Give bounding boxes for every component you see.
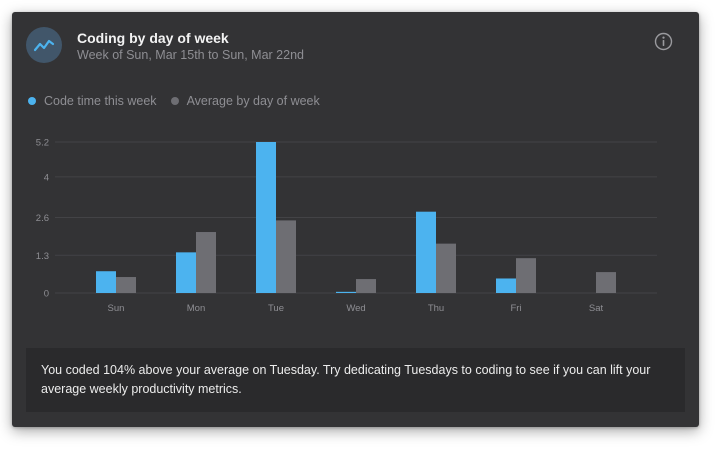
bar-code-time-mon [176,252,196,293]
legend-dot-code-time [28,97,36,105]
bar-code-time-fri [496,278,516,293]
x-tick-label-tue: Tue [268,303,284,314]
coding-by-day-card: Coding by day of week Week of Sun, Mar 1… [12,12,699,427]
y-tick-label: 1.3 [36,251,49,262]
insight-box: You coded 104% above your average on Tue… [26,348,685,412]
y-tick-label: 5.2 [36,138,49,149]
bar-average-sat [596,272,616,293]
x-tick-label-wed: Wed [346,303,365,314]
legend-item-code-time[interactable]: Code time this week [28,94,157,108]
x-tick-label-sat: Sat [589,303,604,314]
y-tick-label: 2.6 [36,213,49,224]
legend-item-average[interactable]: Average by day of week [170,94,320,108]
insight-text: You coded 104% above your average on Tue… [41,363,651,396]
bar-chart: 0 1.3 2.6 4 5.2 Sun Mon Tue Wed Thu Fri Sat [36,138,657,314]
trend-line-icon [26,27,62,63]
bar-code-time-thu [416,211,436,293]
x-tick-label-thu: Thu [428,303,444,314]
bar-code-time-tue [256,142,276,293]
bar-average-tue [276,220,296,293]
legend-label-average: Average by day of week [186,94,320,108]
y-tick-label: 0 [44,289,49,300]
x-tick-label-fri: Fri [510,303,521,314]
card-subtitle: Week of Sun, Mar 15th to Sun, Mar 22nd [77,48,304,62]
y-tick-label: 4 [44,172,49,183]
bar-code-time-wed [336,291,356,293]
info-icon[interactable] [654,32,673,51]
bar-average-sun [116,277,136,293]
x-tick-label-mon: Mon [187,303,205,314]
bar-average-fri [516,258,536,293]
bar-average-wed [356,279,376,293]
bar-average-thu [436,243,456,293]
bar-average-mon [196,232,216,293]
chart-legend: Code time this week Average by day of we… [28,94,334,108]
legend-label-code-time: Code time this week [44,94,157,108]
bar-code-time-sun [96,271,116,293]
legend-dot-average [170,97,179,105]
card-title: Coding by day of week [77,30,229,46]
x-tick-label-sun: Sun [108,303,125,314]
